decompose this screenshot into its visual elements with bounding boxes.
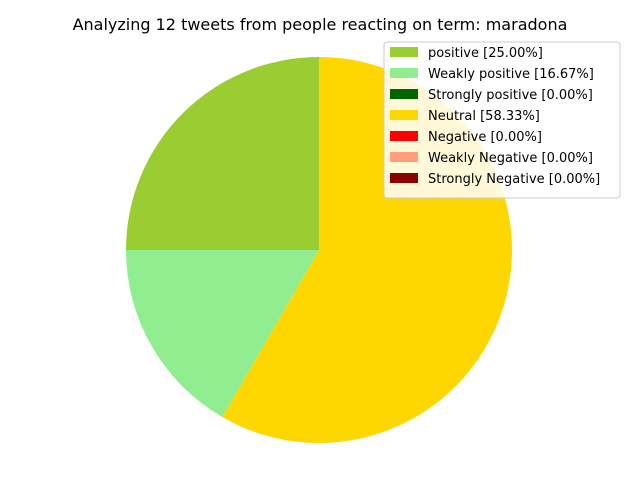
legend-swatch-5 [390,152,418,162]
legend-swatch-2 [390,89,418,99]
legend-label-2: Strongly positive [0.00%] [428,88,593,103]
legend-swatch-1 [390,68,418,78]
legend: positive [25.00%] Weakly positive [16.67%… [383,41,621,199]
legend-swatch-3 [390,110,418,120]
legend-swatch-0 [390,47,418,57]
legend-items: positive [25.00%] Weakly positive [16.67%… [390,46,600,187]
legend-label-1: Weakly positive [16.67%] [428,67,594,82]
legend-label-0: positive [25.00%] [428,46,543,61]
legend-swatch-4 [390,131,418,141]
legend-frame [383,41,621,199]
legend-label-6: Strongly Negative [0.00%] [428,172,600,187]
pie-slice-1 [126,250,319,418]
chart-title: Analyzing 12 tweets from people reacting… [73,15,568,34]
legend-label-4: Negative [0.00%] [428,130,542,145]
legend-label-3: Neutral [58.33%] [428,109,540,124]
legend-label-5: Weakly Negative [0.00%] [428,151,593,166]
pie-slice-0 [126,57,319,250]
legend-swatch-6 [390,173,418,183]
